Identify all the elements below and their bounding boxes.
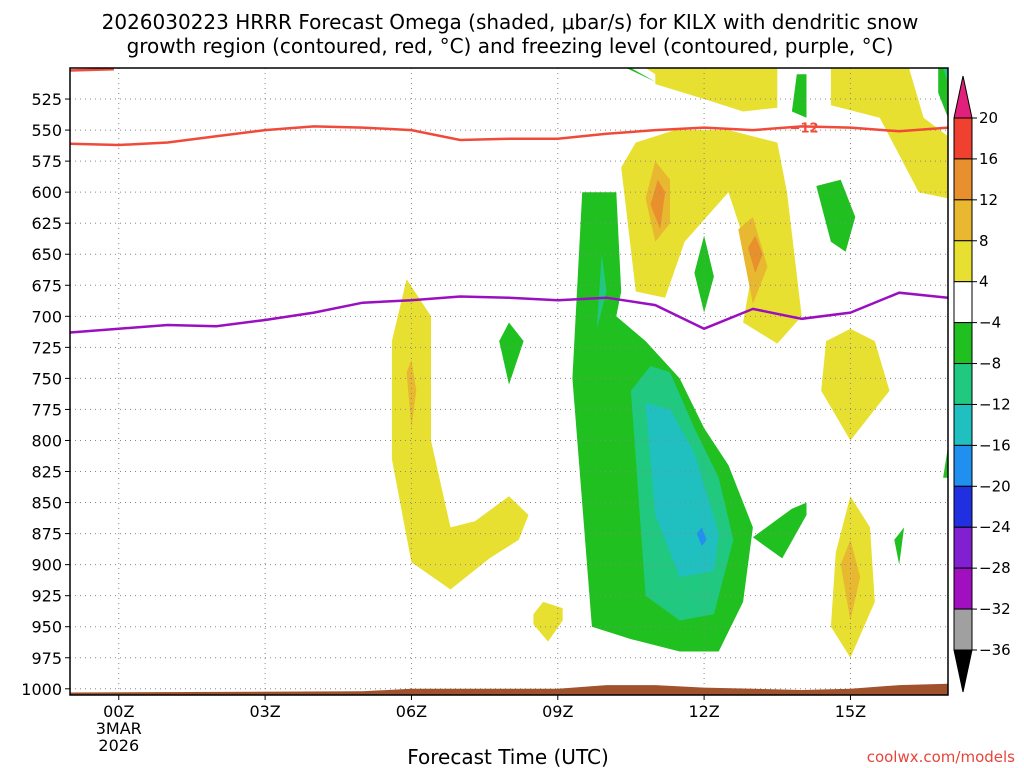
- y-tick-label-725: 725: [31, 338, 62, 357]
- colorbar-bin-9: [953, 485, 973, 528]
- colorbar-bin-0: [953, 117, 973, 160]
- x-date-line-2: 2026: [98, 736, 139, 755]
- y-tick-label-700: 700: [31, 307, 62, 326]
- terrain-layer: [70, 683, 948, 695]
- x-tick-label-12Z: 12Z: [688, 702, 719, 721]
- colorbar-label-2: 12: [979, 191, 998, 209]
- plot-frame: [69, 67, 949, 696]
- colorbar-label-9: −20: [979, 477, 1011, 495]
- omega-region-18: [816, 179, 856, 252]
- colorbar-label-12: −32: [979, 600, 1011, 618]
- y-tick-label-975: 975: [31, 649, 62, 668]
- omega-region-20: [752, 502, 807, 559]
- axis-labels-layer: 525 550 575 600 625 650 675 700 725 750 775 800 825 8…: [21, 90, 866, 755]
- colorbar-label-10: −24: [979, 518, 1011, 536]
- omega-region-10: [840, 539, 861, 621]
- dendritic-contour-upper: [70, 68, 114, 72]
- omega-region-1: [621, 130, 802, 344]
- dendritic-contour-label: −12: [790, 122, 819, 137]
- y-tick-label-850: 850: [31, 494, 62, 513]
- omega-region-2: [830, 68, 948, 199]
- omega-region-19: [499, 322, 524, 385]
- y-tick-label-625: 625: [31, 214, 62, 233]
- colorbar-bin-2: [953, 199, 973, 242]
- colorbar: 20 16 12 8 4 −4 −8 −12 −16 −20 −24 −28 −32 −36: [953, 75, 1011, 693]
- y-tick-label-525: 525: [31, 90, 62, 109]
- chart-title-line-1: 2026030223 HRRR Forecast Omega (shaded, …: [102, 10, 919, 34]
- omega-region-21: [894, 527, 905, 565]
- colorbar-label-13: −36: [979, 641, 1011, 659]
- x-tick-label-09Z: 09Z: [542, 702, 573, 721]
- y-tick-label-575: 575: [31, 152, 62, 171]
- colorbar-label-5: −4: [979, 314, 1001, 332]
- omega-region-12: [650, 179, 666, 230]
- y-tick-label-925: 925: [31, 587, 62, 606]
- omega-region-22: [938, 68, 948, 118]
- y-tick-label-800: 800: [31, 431, 62, 450]
- x-tick-label-06Z: 06Z: [396, 702, 427, 721]
- colorbar-bin-5: [953, 322, 973, 365]
- omega-region-4: [533, 601, 563, 642]
- y-tick-label-950: 950: [31, 618, 62, 637]
- omega-region-3: [391, 279, 529, 590]
- colorbar-label-0: 20: [979, 109, 998, 127]
- colorbar-label-6: −8: [979, 355, 1001, 373]
- colorbar-bin-3: [953, 240, 973, 283]
- x-axis-label: Forecast Time (UTC): [407, 745, 609, 768]
- y-tick-label-900: 900: [31, 556, 62, 575]
- colorbar-bin-12: [953, 608, 973, 651]
- omega-region-27: [696, 527, 707, 546]
- colorbar-bin-8: [953, 444, 973, 487]
- y-tick-label-875: 875: [31, 525, 62, 544]
- terrain-fill: [70, 683, 948, 695]
- y-tick-label-650: 650: [31, 245, 62, 264]
- colorbar-bin-6: [953, 363, 973, 405]
- colorbar-label-7: −12: [979, 395, 1011, 413]
- colorbar-bin-1: [953, 158, 973, 201]
- x-tick-label-00Z: 00Z: [103, 702, 134, 721]
- colorbar-bin-10: [953, 526, 973, 569]
- omega-region-5: [821, 328, 890, 441]
- omega-region-24: [596, 254, 607, 329]
- omega-region-28: [943, 68, 948, 83]
- dendritic-contour-minus12: [70, 125, 948, 147]
- colorbar-label-8: −16: [979, 436, 1011, 454]
- y-tick-label-825: 825: [31, 463, 62, 482]
- y-tick-label-550: 550: [31, 121, 62, 140]
- omega-region-15: [626, 68, 656, 82]
- x-tick-label-15Z: 15Z: [835, 702, 866, 721]
- colorbar-over-arrow: [953, 75, 973, 119]
- omega-region-17: [791, 74, 807, 118]
- credit-text: coolwx.com/models: [867, 748, 1015, 766]
- y-tick-label-600: 600: [31, 183, 62, 202]
- contour-layer: −12: [70, 68, 948, 334]
- y-tick-label-675: 675: [31, 276, 62, 295]
- colorbar-bin-7: [953, 403, 973, 446]
- y-tick-label-1000: 1000: [21, 680, 62, 699]
- colorbar-label-4: 4: [979, 273, 989, 291]
- colorbar-label-3: 8: [979, 232, 989, 250]
- y-tick-label-775: 775: [31, 400, 62, 419]
- omega-shading-layer: [391, 68, 948, 658]
- colorbar-bin-4: [953, 281, 973, 324]
- x-tick-label-03Z: 03Z: [249, 702, 280, 721]
- chart-title-line-2: growth region (contoured, red, °C) and f…: [127, 34, 894, 58]
- colorbar-label-11: −28: [979, 559, 1011, 577]
- omega-region-0: [645, 68, 778, 112]
- colorbar-bin-11: [953, 567, 973, 610]
- colorbar-under-arrow: [953, 649, 973, 693]
- x-date-line-1: 3MAR: [96, 719, 142, 738]
- freezing-level-contour: [70, 291, 948, 334]
- y-tick-label-750: 750: [31, 369, 62, 388]
- colorbar-label-1: 16: [979, 150, 998, 168]
- omega-region-23: [943, 446, 948, 478]
- omega-region-16: [694, 235, 714, 313]
